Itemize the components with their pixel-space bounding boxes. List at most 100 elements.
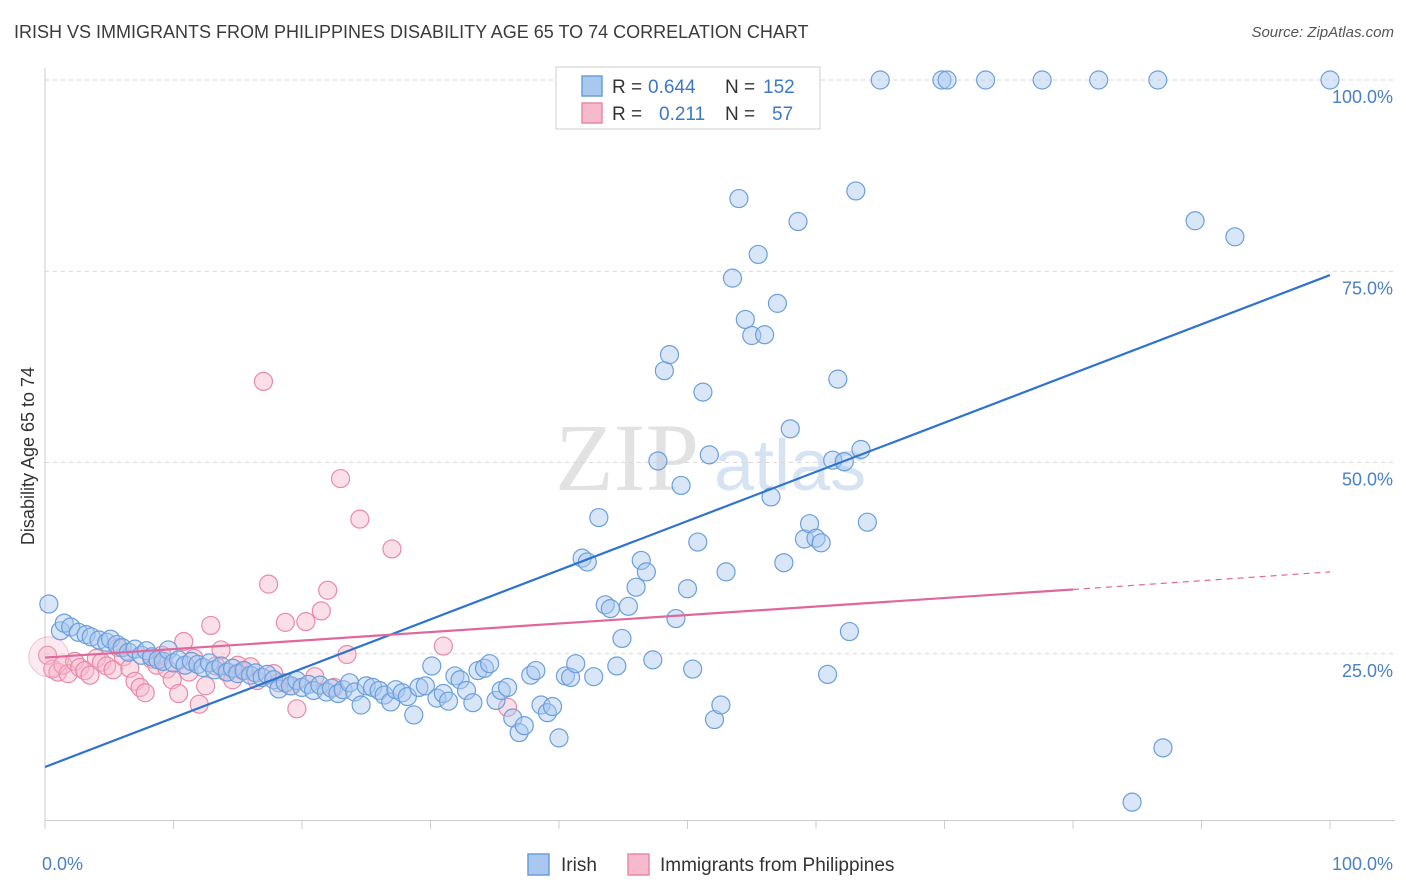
x-tick-label: 100.0% [1332, 854, 1393, 874]
point-irish [654, 361, 674, 381]
point-irish [404, 705, 424, 725]
point-philippines [201, 615, 221, 636]
point-irish [666, 608, 686, 629]
point-irish [566, 654, 586, 674]
point-irish [1148, 70, 1168, 90]
point-irish [612, 628, 632, 649]
point-irish [438, 691, 459, 711]
point-philippines [253, 371, 274, 392]
series-irish-points [39, 70, 1340, 812]
point-philippines [169, 683, 189, 704]
y-tick-label: 100.0% [1332, 87, 1393, 107]
point-irish [1122, 792, 1142, 812]
chart-source: Source: ZipAtlas.com [1251, 24, 1394, 41]
point-irish [1185, 211, 1205, 231]
point-philippines [311, 601, 331, 621]
point-irish [39, 594, 59, 614]
trendline-irish [44, 274, 1331, 768]
point-philippines [382, 539, 402, 559]
point-irish [729, 188, 749, 209]
point-irish [643, 650, 663, 670]
point-irish [780, 419, 800, 439]
point-irish [976, 70, 996, 90]
point-irish [631, 550, 651, 571]
point-irish [817, 664, 838, 685]
legend: R = 0.644 N = 152 R = 0.211 N = 57 [555, 66, 821, 130]
point-irish [1089, 70, 1109, 90]
point-irish [699, 445, 719, 465]
point-irish [722, 268, 743, 288]
point-irish [788, 211, 808, 232]
y-tick-labels: 25.0% 50.0% 75.0% 100.0% [1332, 87, 1393, 681]
legend-n-label-irish: N = [725, 77, 755, 98]
point-irish [671, 475, 691, 496]
point-irish [857, 512, 878, 532]
trendline-philippines-extension [1072, 571, 1331, 591]
y-tick-label: 25.0% [1342, 661, 1393, 681]
point-philippines [80, 665, 100, 685]
point-irish [677, 579, 698, 599]
point-irish [767, 293, 788, 313]
point-philippines [296, 612, 316, 632]
x-tick-labels: 0.0% 100.0% [42, 854, 1393, 874]
point-philippines [275, 612, 295, 632]
point-irish [607, 656, 627, 676]
legend-n-label-philippines: N = [725, 104, 755, 125]
point-irish [589, 507, 609, 528]
point-irish [693, 382, 713, 402]
point-irish [68, 622, 89, 642]
point-irish [1225, 227, 1245, 247]
point-irish [486, 690, 506, 711]
point-irish [626, 577, 646, 597]
axes [44, 68, 1395, 829]
point-irish [932, 70, 952, 90]
point-irish [595, 595, 615, 615]
point-irish [445, 666, 465, 686]
point-irish [584, 667, 604, 687]
point-irish [600, 599, 621, 619]
legend-n-value-philippines: 57 [772, 104, 793, 125]
watermark-zip: ZIP [555, 404, 699, 511]
point-irish [636, 562, 656, 582]
point-irish [774, 553, 794, 573]
point-irish [839, 621, 860, 642]
point-irish [754, 325, 775, 345]
point-irish [257, 664, 277, 685]
y-tick-label: 50.0% [1342, 470, 1393, 490]
point-irish [153, 651, 173, 672]
point-irish [542, 696, 563, 717]
point-irish [409, 677, 429, 698]
point-irish [1320, 70, 1340, 90]
point-irish [537, 703, 558, 723]
point-irish [549, 728, 569, 748]
point-irish [659, 345, 680, 365]
point-irish [422, 656, 442, 676]
point-irish [356, 676, 376, 696]
point-irish [618, 596, 638, 616]
watermark: ZIP atlas [555, 404, 866, 511]
point-irish [415, 676, 435, 696]
point-irish [711, 695, 731, 715]
legend-r-label-irish: R = [612, 77, 642, 98]
bottom-legend: Irish Immigrants from Philippines [527, 853, 894, 876]
point-irish [828, 369, 848, 389]
point-irish [716, 562, 736, 582]
point-philippines [318, 580, 338, 600]
bottom-legend-label-irish: Irish [561, 855, 597, 876]
point-irish [735, 309, 755, 330]
bottom-legend-swatch-philippines [627, 853, 650, 876]
series-philippines-points [28, 371, 518, 719]
point-philippines [130, 677, 150, 698]
legend-swatch-philippines [581, 102, 603, 124]
point-philippines [135, 683, 155, 703]
point-philippines [287, 699, 307, 719]
point-irish [748, 244, 768, 265]
point-philippines [330, 468, 351, 489]
point-irish [1153, 738, 1173, 758]
point-philippines [498, 697, 518, 717]
point-irish [81, 627, 101, 647]
point-irish [688, 532, 708, 552]
point-irish [480, 654, 500, 674]
y-axis-title: Disability Age 65 to 74 [18, 367, 38, 545]
